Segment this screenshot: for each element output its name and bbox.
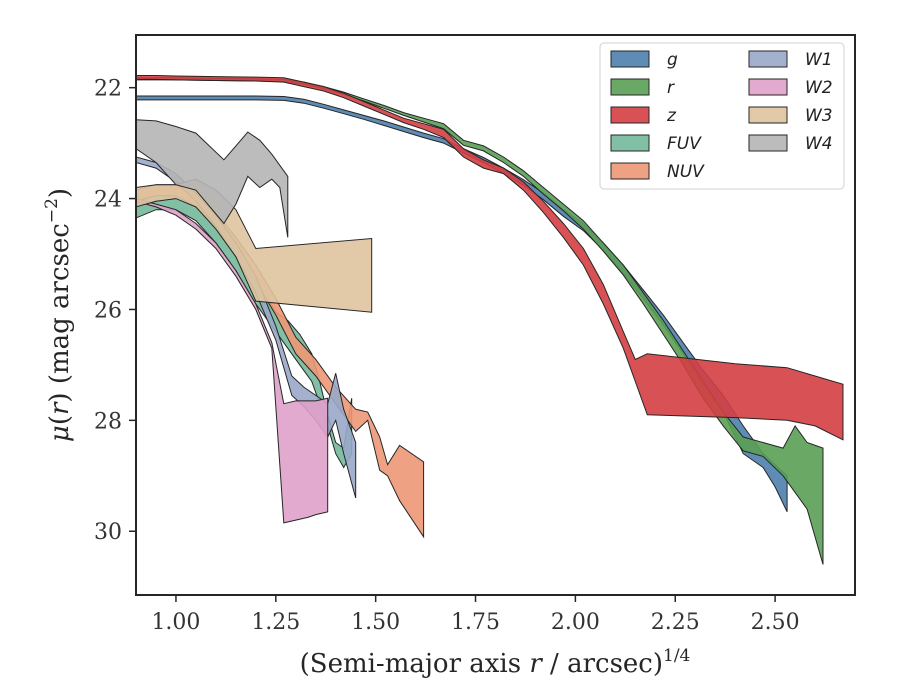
x-tick-label: 1.00 bbox=[151, 610, 200, 635]
legend: grz FUV NUV W1 W2 W3 W4 bbox=[599, 42, 845, 190]
x-tick-label: 1.50 bbox=[351, 610, 400, 635]
x-tick-label: 2.25 bbox=[651, 610, 700, 635]
legend-swatch-r bbox=[610, 78, 650, 96]
legend-label-nuv: NUV bbox=[667, 162, 705, 182]
legend-label-z: z bbox=[666, 106, 677, 126]
legend-swatch-z bbox=[610, 106, 650, 124]
band-w4 bbox=[136, 119, 289, 238]
band-layer bbox=[136, 75, 844, 565]
legend-label-w2: W2 bbox=[805, 78, 833, 98]
legend-label-fuv: FUV bbox=[667, 134, 702, 154]
legend-label-w4: W4 bbox=[805, 134, 833, 154]
legend-label-w1: W1 bbox=[805, 50, 833, 70]
x-axis: 1.00 1.25 1.50 1.75 2.00 2.25 2.50 bbox=[151, 595, 800, 635]
y-tick-label: 24 bbox=[94, 188, 122, 213]
y-tick-label: 28 bbox=[94, 409, 122, 434]
legend-swatch-fuv bbox=[610, 134, 650, 152]
y-tick-label: 26 bbox=[94, 298, 122, 323]
legend-swatch-w1 bbox=[748, 50, 788, 68]
legend-label-w3: W3 bbox=[805, 106, 833, 126]
band-z bbox=[136, 75, 844, 441]
x-axis-label: (Semi-major axis r / arcsec)1/4 bbox=[300, 646, 691, 679]
legend-swatch-w4 bbox=[748, 134, 788, 152]
y-tick-label: 22 bbox=[94, 77, 122, 102]
legend-swatch-nuv bbox=[610, 162, 650, 180]
x-tick-label: 1.75 bbox=[451, 610, 500, 635]
y-axis: 22 24 26 28 30 bbox=[94, 77, 136, 545]
x-tick-label: 2.50 bbox=[751, 610, 800, 635]
legend-label-r: r bbox=[667, 78, 675, 98]
band-w2 bbox=[136, 198, 329, 524]
x-tick-label: 1.25 bbox=[251, 610, 300, 635]
y-axis-label: μ(r) (mag arcsec−2) bbox=[42, 188, 75, 442]
y-tick-label: 30 bbox=[94, 520, 122, 545]
plot-frame bbox=[135, 34, 856, 596]
legend-swatch-w2 bbox=[748, 78, 788, 96]
x-tick-label: 2.00 bbox=[551, 610, 600, 635]
band-g bbox=[136, 95, 788, 513]
legend-swatch-w3 bbox=[748, 106, 788, 124]
legend-label-g: g bbox=[667, 50, 678, 70]
legend-swatch-g bbox=[610, 50, 650, 68]
band-r bbox=[136, 77, 824, 565]
